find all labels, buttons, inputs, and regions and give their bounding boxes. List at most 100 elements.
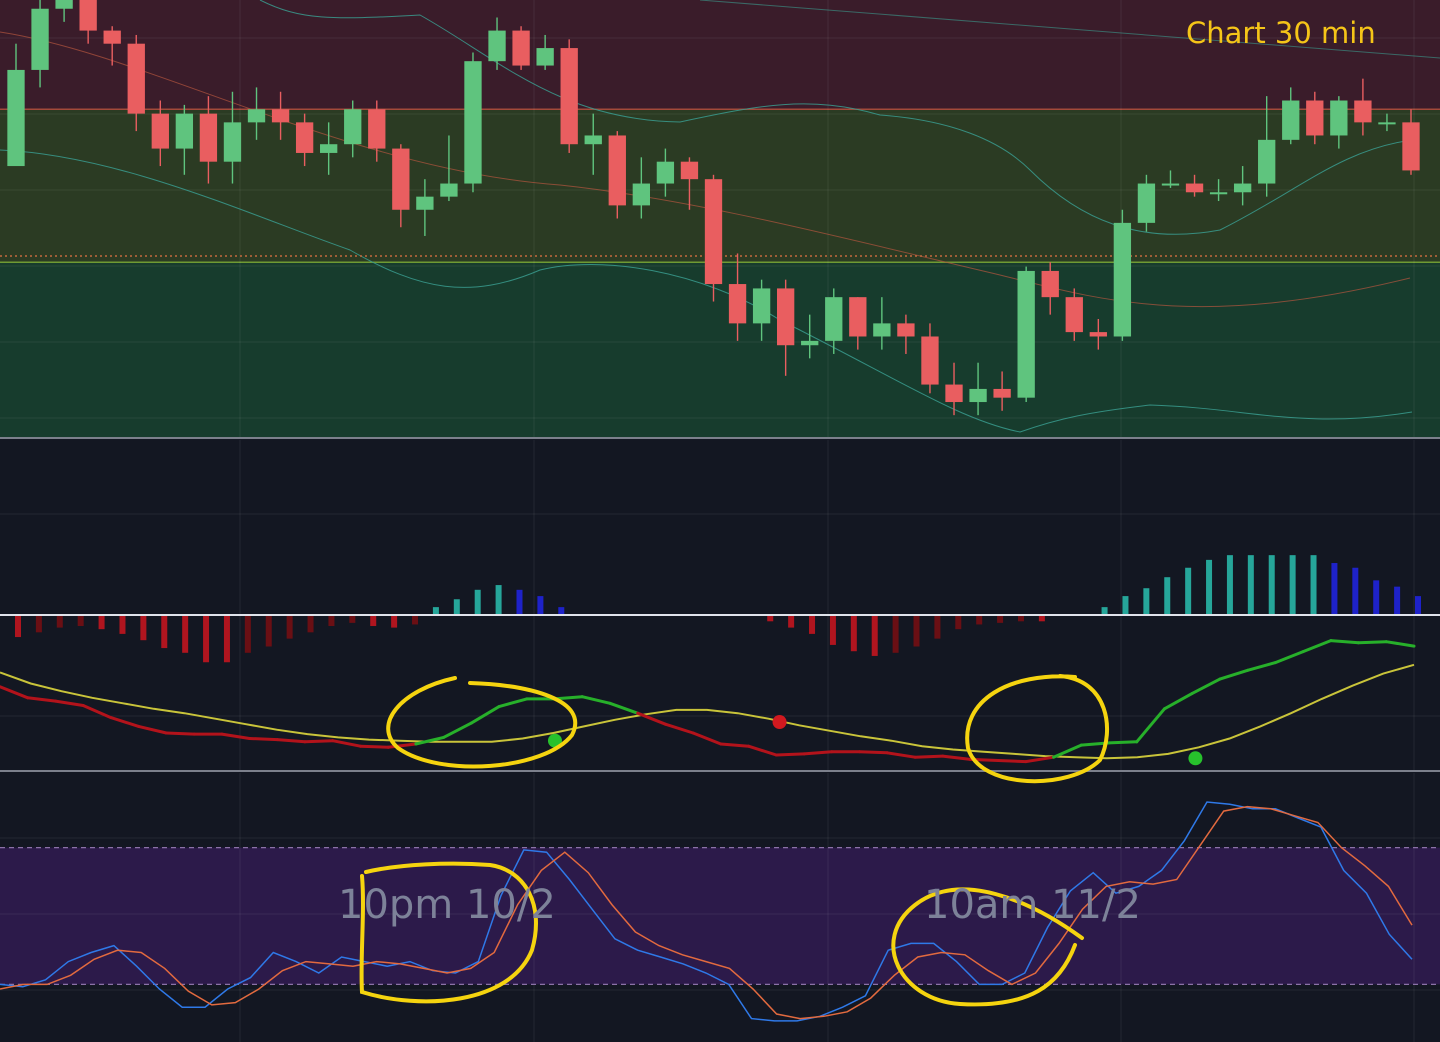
stochastic-pane[interactable]: [0, 773, 1440, 1042]
histogram-bar: [1185, 567, 1192, 615]
fast-line-segment: [885, 751, 917, 759]
candle-body: [223, 122, 242, 162]
histogram-bar: [307, 615, 314, 633]
candle-body: [632, 183, 651, 206]
histogram-bar: [474, 589, 481, 615]
candle-body: [776, 288, 795, 346]
highlight-circle-stoch-1: [359, 861, 538, 1004]
fast-line-segment: [1162, 691, 1194, 711]
histogram-bar: [1331, 563, 1338, 615]
candle-body: [368, 109, 386, 149]
fast-line-segment: [53, 699, 85, 707]
histogram-bar: [412, 615, 419, 625]
macd-fast-line: [0, 639, 1416, 764]
histogram-bar: [35, 615, 42, 633]
candle-body: [873, 323, 891, 337]
histogram-bar: [1373, 580, 1380, 615]
candle-body: [921, 336, 939, 385]
highlight-circle-macd-2: [965, 674, 1109, 784]
fast-line-segment: [109, 716, 141, 728]
price-pane[interactable]: [0, 0, 1440, 437]
histogram-bar: [98, 615, 105, 630]
histogram-bar: [77, 615, 84, 627]
hand-drawn-highlights: [359, 674, 1109, 1007]
fast-line-segment: [996, 759, 1028, 764]
histogram-bar: [140, 615, 147, 641]
candle-body: [560, 48, 578, 145]
candle-body: [1113, 222, 1132, 337]
candle-body: [103, 30, 121, 44]
stochastic-k-line: [0, 801, 1413, 1022]
histogram-bar: [370, 615, 377, 627]
fast-line-segment: [1052, 743, 1083, 759]
histogram-bar: [1268, 555, 1275, 615]
candle-body: [849, 297, 867, 337]
fast-line-segment: [497, 697, 529, 709]
fast-line-segment: [747, 744, 778, 757]
fast-line-segment: [913, 754, 945, 759]
macd-pane[interactable]: [0, 440, 1440, 770]
histogram-bar: [934, 615, 941, 639]
fast-line-segment: [1273, 650, 1305, 665]
fast-line-segment: [608, 701, 640, 715]
candle-body: [31, 8, 49, 70]
fast-line-segment: [1024, 755, 1056, 764]
candle-body: [897, 323, 915, 337]
candle-body: [1282, 100, 1300, 140]
fast-line-segment: [719, 742, 751, 748]
fast-line-segment: [1384, 640, 1416, 648]
candle-body: [199, 113, 218, 162]
candle-body: [488, 30, 506, 62]
fast-line-segment: [442, 721, 473, 739]
highlight-circle-stoch-2: [891, 887, 1084, 1007]
long-trend-line: [699, 0, 1440, 59]
histogram-bar: [871, 615, 878, 656]
histogram-bar: [537, 596, 544, 615]
bullish-cross-marker: [1188, 751, 1203, 766]
candle-body: [752, 288, 771, 324]
histogram-bar: [1164, 577, 1171, 615]
histogram-bar: [1143, 588, 1150, 615]
histogram-bar: [1247, 555, 1254, 615]
candle-body: [1017, 270, 1035, 398]
histogram-bar: [119, 615, 126, 634]
candle-body: [55, 0, 73, 9]
candle-body: [1209, 192, 1228, 195]
stochastic-lines: [0, 801, 1413, 1022]
candle-body: [825, 297, 843, 341]
candle-body: [416, 196, 434, 210]
candle-body: [1089, 332, 1107, 337]
fast-line-segment: [691, 731, 723, 746]
histogram-bar: [788, 615, 795, 628]
histogram-bar: [767, 615, 774, 622]
candle-body: [127, 43, 145, 114]
candle-body: [1041, 270, 1059, 298]
candle-body: [512, 30, 530, 66]
candle-body: [247, 109, 266, 123]
histogram-bar: [161, 615, 168, 649]
candle-body: [801, 340, 819, 346]
histogram-bar: [558, 607, 565, 615]
fast-line-segment: [1246, 661, 1277, 672]
candle-body: [1258, 139, 1276, 184]
candle-body: [1137, 183, 1156, 223]
histogram-bar: [203, 615, 210, 663]
fast-line-segment: [1329, 639, 1361, 645]
fast-line-segment: [248, 737, 279, 742]
histogram-bar: [976, 615, 983, 625]
macd-signal-line: [0, 663, 1415, 760]
histogram-bar: [913, 615, 920, 647]
histogram-bar: [955, 615, 962, 630]
fast-line-segment: [331, 739, 362, 748]
candle-body: [344, 109, 362, 145]
candle-body: [584, 135, 602, 145]
fast-line-segment: [1190, 677, 1222, 695]
chart-title: Chart 30 min: [1186, 16, 1376, 50]
histogram-bar: [1206, 559, 1213, 615]
candle-body: [392, 148, 410, 210]
histogram-bar: [516, 589, 523, 615]
fast-line-segment: [275, 738, 307, 744]
fast-line-segment: [941, 754, 972, 761]
fast-line-segment: [1135, 707, 1166, 744]
